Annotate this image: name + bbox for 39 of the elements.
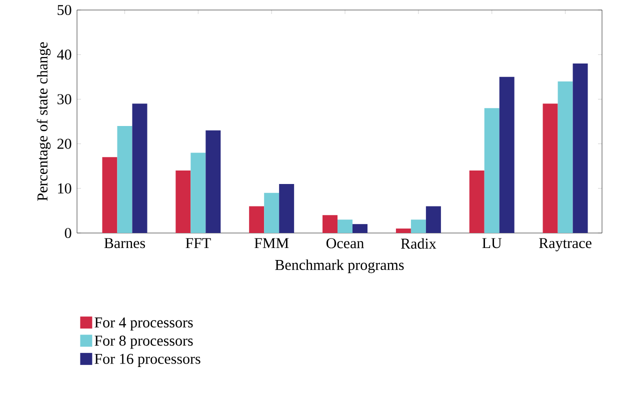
bar (484, 108, 500, 233)
bar (542, 104, 558, 233)
bar (352, 224, 368, 233)
x-tick-label: FMM (254, 238, 289, 248)
x-tick-label: Barnes (104, 238, 146, 248)
legend-label: For 16 processors (94, 354, 200, 367)
bar (322, 215, 338, 233)
legend-label: For 8 processors (94, 336, 193, 349)
y-tick-label: 10 (58, 183, 72, 194)
bar (249, 206, 264, 233)
bar (132, 104, 148, 233)
y-tick-label: 0 (64, 228, 72, 238)
bar (558, 81, 573, 233)
bar (426, 206, 441, 233)
x-tick-label: FFT (186, 238, 211, 248)
y-tick-label: 40 (57, 50, 72, 60)
legend-label: For 4 processors (94, 317, 193, 331)
bar (499, 76, 514, 233)
bar (206, 130, 221, 233)
bar (102, 157, 118, 233)
y-tick-label: 30 (58, 94, 72, 104)
bar (338, 220, 353, 233)
bar (117, 126, 132, 233)
bar (264, 192, 280, 233)
bar (279, 184, 294, 233)
x-tick-label: Raytrace (539, 238, 592, 252)
y-axis-title: Percentage of state change (36, 42, 51, 201)
bar (176, 170, 191, 233)
bar (469, 170, 484, 233)
y-tick-label: 50 (58, 4, 72, 16)
bar (190, 152, 206, 233)
y-tick-label: 20 (57, 138, 72, 149)
x-axis-title: Benchmark programs (275, 259, 404, 274)
x-tick-label: Radix (400, 238, 436, 249)
x-tick-label: Ocean (326, 238, 364, 248)
bar (572, 64, 588, 233)
x-tick-label: LU (482, 238, 502, 248)
bar (410, 220, 426, 233)
bar (396, 228, 411, 233)
